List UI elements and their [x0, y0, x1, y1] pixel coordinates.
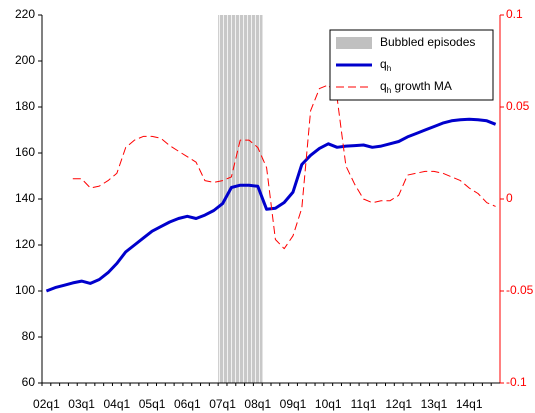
x-tick-label: 08q1: [244, 397, 271, 411]
y-tick-label: 120: [15, 237, 35, 251]
bubble-bar: [226, 15, 237, 383]
y2-tick-label: 0.1: [506, 7, 523, 21]
legend-label: Bubbled episodes: [380, 35, 475, 49]
x-tick-label: 11q1: [351, 397, 377, 411]
y-tick-label: 220: [15, 7, 35, 21]
x-tick-label: 06q1: [174, 397, 201, 411]
legend-label: qh: [380, 57, 391, 73]
x-tick-label: 02q1: [33, 397, 60, 411]
bubble-bar: [253, 15, 263, 383]
y-tick-label: 140: [15, 191, 35, 205]
y-tick-label: 180: [15, 99, 35, 113]
x-tick-label: 07q1: [209, 397, 236, 411]
x-tick-label: 04q1: [104, 397, 131, 411]
x-tick-label: 03q1: [68, 397, 95, 411]
y2-tick-label: 0.05: [506, 99, 530, 113]
y2-tick-label: -0.05: [506, 283, 534, 297]
x-tick-label: 12q1: [385, 397, 412, 411]
series-line: [72, 84, 496, 250]
y2-tick-label: -0.1: [506, 375, 527, 389]
y-tick-label: 160: [15, 145, 35, 159]
y-tick-label: 200: [15, 53, 35, 67]
y-tick-label: 80: [22, 329, 36, 343]
x-tick-label: 10q1: [315, 397, 342, 411]
bubble-bar: [218, 15, 228, 383]
legend-swatch: [336, 37, 372, 49]
x-tick-label: 09q1: [280, 397, 307, 411]
x-tick-label: 05q1: [139, 397, 166, 411]
legend-label: qh growth MA: [380, 79, 452, 95]
series-line: [45, 117, 497, 293]
bubble-bar: [244, 15, 254, 383]
y-tick-label: 100: [15, 283, 35, 297]
y2-tick-label: 0: [506, 191, 513, 205]
bubble-bar: [235, 15, 245, 383]
y-tick-label: 60: [22, 375, 36, 389]
x-tick-label: 13q1: [421, 397, 448, 411]
x-tick-label: 14q1: [456, 397, 483, 411]
